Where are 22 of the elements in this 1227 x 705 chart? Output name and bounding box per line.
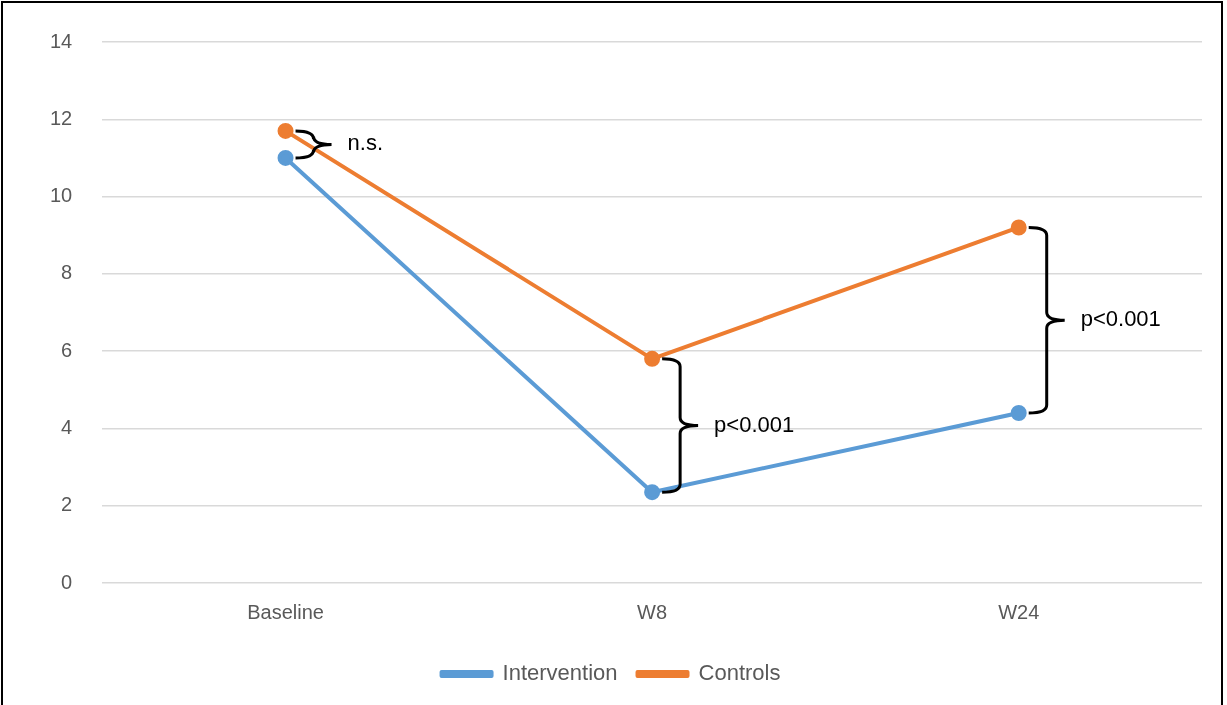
x-tick-label: W8 xyxy=(637,600,668,623)
point xyxy=(277,149,294,166)
y-tick-label: 14 xyxy=(50,29,73,52)
x-tick-label: Baseline xyxy=(247,600,324,623)
y-tick-label: 0 xyxy=(61,570,73,593)
legend-label: Intervention xyxy=(502,660,618,686)
y-tick-label: 10 xyxy=(50,184,73,207)
y-tick-label: 8 xyxy=(61,261,73,284)
y-tick-label: 2 xyxy=(61,493,73,516)
point xyxy=(644,350,661,367)
point xyxy=(1010,404,1027,421)
legend-label: Controls xyxy=(698,660,781,686)
point xyxy=(1010,219,1027,236)
annotation: p<0.001 xyxy=(1080,306,1161,332)
y-tick-label: 6 xyxy=(61,338,73,361)
x-tick-label: W24 xyxy=(998,600,1040,623)
point xyxy=(644,484,661,501)
annotation: n.s. xyxy=(347,130,384,156)
point xyxy=(277,122,294,139)
y-tick-label: 4 xyxy=(61,415,73,438)
annotation: p<0.001 xyxy=(714,411,795,437)
y-tick-label: 12 xyxy=(50,106,73,129)
